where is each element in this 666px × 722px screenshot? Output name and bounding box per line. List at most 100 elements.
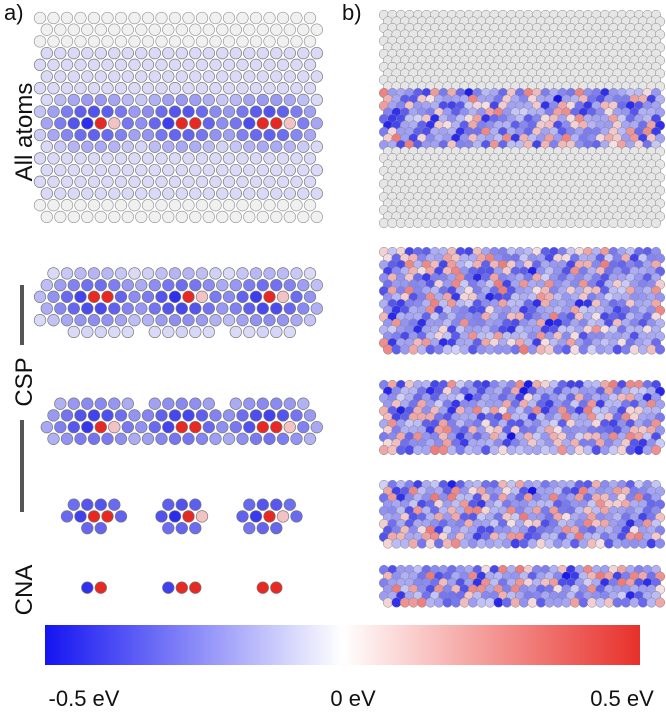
atom — [545, 539, 555, 549]
atom — [129, 129, 141, 141]
atom — [430, 218, 440, 228]
atom — [451, 539, 461, 549]
atom — [579, 539, 589, 549]
atom — [48, 268, 60, 280]
atom — [566, 445, 576, 455]
atom — [183, 511, 195, 523]
atom — [169, 82, 181, 94]
atom — [163, 522, 175, 534]
atom — [41, 47, 53, 59]
atom — [237, 314, 249, 326]
atom — [109, 164, 121, 176]
panel-label: b) — [342, 0, 362, 25]
atom — [304, 314, 316, 326]
row-label: All atoms — [11, 83, 38, 182]
atom — [82, 71, 94, 83]
atom — [122, 118, 134, 130]
atom — [129, 199, 141, 211]
atom — [156, 82, 168, 94]
atom — [284, 24, 296, 36]
atom — [587, 345, 597, 355]
atom — [95, 522, 107, 534]
atom — [244, 326, 256, 338]
atom — [250, 153, 262, 165]
atom — [271, 398, 283, 410]
atom — [250, 36, 262, 48]
atom — [102, 199, 114, 211]
atom — [311, 71, 323, 83]
atom — [417, 598, 427, 608]
atom — [277, 176, 289, 188]
atom — [468, 598, 478, 608]
atom — [149, 141, 161, 153]
atom — [277, 410, 289, 422]
atom — [460, 539, 470, 549]
atom — [122, 279, 134, 291]
atom — [379, 218, 389, 228]
atom — [196, 291, 208, 303]
atom — [136, 94, 148, 106]
atom — [613, 539, 623, 549]
atom — [163, 398, 175, 410]
atom — [183, 268, 195, 280]
atom — [95, 326, 107, 338]
atom — [304, 176, 316, 188]
atom — [75, 176, 87, 188]
atom — [210, 129, 222, 141]
atom — [257, 71, 269, 83]
atom — [115, 268, 127, 280]
atom — [634, 445, 644, 455]
atom — [271, 188, 283, 200]
atom — [136, 303, 148, 315]
atom — [61, 129, 73, 141]
atom — [136, 188, 148, 200]
atom — [284, 398, 296, 410]
atom — [264, 199, 276, 211]
atom — [34, 176, 46, 188]
atom — [230, 211, 242, 223]
atom — [210, 268, 222, 280]
atom — [176, 582, 188, 594]
atom — [183, 36, 195, 48]
atom — [115, 106, 127, 118]
atom — [383, 539, 393, 549]
atom — [163, 118, 175, 130]
atom — [95, 582, 107, 594]
atom — [163, 71, 175, 83]
colorbar-tick-label: 0 eV — [330, 686, 376, 711]
atom — [630, 539, 640, 549]
atom — [163, 164, 175, 176]
atom — [102, 82, 114, 94]
atom — [41, 141, 53, 153]
atom — [190, 499, 202, 511]
atom — [129, 59, 141, 71]
atom — [102, 268, 114, 280]
atom — [163, 24, 175, 36]
atom — [250, 12, 262, 24]
atom — [196, 433, 208, 445]
atom — [129, 314, 141, 326]
atom — [244, 188, 256, 200]
atom — [142, 129, 154, 141]
atom — [169, 268, 181, 280]
atom — [48, 153, 60, 165]
atom — [237, 129, 249, 141]
atom — [600, 218, 610, 228]
atom — [264, 153, 276, 165]
atom — [183, 199, 195, 211]
atom — [304, 199, 316, 211]
atom — [210, 153, 222, 165]
atom — [82, 141, 94, 153]
atom — [515, 445, 525, 455]
atom — [562, 345, 572, 355]
atom — [95, 118, 107, 130]
atom — [592, 218, 602, 228]
atom — [490, 218, 500, 228]
atom — [115, 129, 127, 141]
atom — [82, 582, 94, 594]
atom — [68, 164, 80, 176]
atom — [460, 598, 470, 608]
atom — [190, 279, 202, 291]
atom — [142, 82, 154, 94]
atom — [230, 71, 242, 83]
